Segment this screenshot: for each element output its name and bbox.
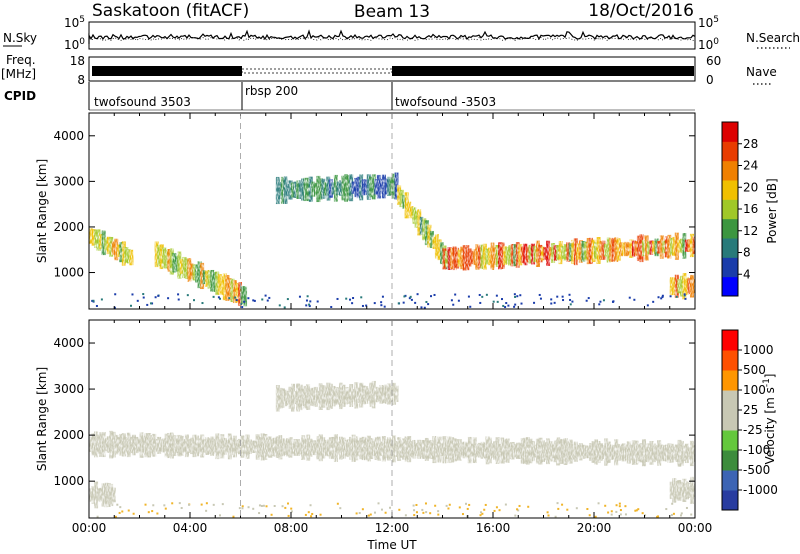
nave-tick-bottom: 0 [706,73,714,87]
freq-band-2 [241,68,393,74]
colorbar-swatch [722,257,738,278]
colorbar-tick-label: 16 [743,202,758,216]
y-tick-label: 4000 [53,129,84,143]
power-colorbar: Power [dB] 4 8 12 16 20 24 28 [721,121,779,297]
sky-tick-bottom-left: 100 [64,37,85,52]
colorbar-swatch [722,160,738,181]
y-tick-label: 2000 [53,428,84,442]
colorbar-swatch [722,238,738,258]
search-right-label: N.Search [746,31,800,45]
x-tick-label: 00:00 [678,521,713,535]
x-tick-label: 12:00 [375,521,410,535]
nave-label: Nave [746,65,777,79]
freq-tick-bottom: 8 [77,73,85,87]
colorbar-swatch [722,370,738,391]
y-tick-label: 3000 [53,174,84,188]
y-tick-label: 1000 [53,474,84,488]
x-tick-label: 00:00 [72,521,107,535]
time-axis: 00:00 04:00 08:00 12:00 16:00 20:00 00:00 [72,521,713,535]
velocity-colorbar: Velocity [m s-1] 1000 500 100 25 -25 -100 -500… [721,329,778,511]
cpid-segment-3: twofsound -3503 [395,95,496,109]
y-tick-label: 3000 [53,382,84,396]
colorbar-swatch [722,141,738,162]
colorbar-swatch [722,470,738,491]
colorbar-tick-label: 25 [743,403,758,417]
sky-tick-top-left: 105 [64,15,85,30]
x-tick-label: 08:00 [274,521,309,535]
colorbar-tick-label: 20 [743,180,758,194]
colorbar-swatch [722,390,738,411]
freq-band-3 [392,66,694,76]
colorbar-swatch [722,450,738,471]
freq-panel: Freq. [MHz] 18 8 60 0 Nave [1,53,777,87]
colorbar-swatch [722,430,738,451]
freq-tick-top: 18 [70,54,85,68]
freq-label-1: Freq. [6,53,36,67]
power-panel: 1000 2000 3000 4000 Slant Range [km] [35,112,696,310]
velocity-axes: 1000 2000 3000 4000 [53,320,696,518]
beam-title: Beam 13 [354,2,430,22]
colorbar-swatch [722,490,738,511]
colorbar-swatch [722,122,738,142]
sky-tick-bottom-right: 100 [698,37,719,52]
search-noise-trace [88,36,696,42]
power-axes: 1000 2000 3000 4000 [53,113,696,309]
colorbar-tick-label: 1000 [743,343,774,357]
velocity-panel: 1000 2000 3000 4000 Slant Range [km] [35,319,696,519]
colorbar-tick-label: 28 [743,137,758,151]
colorbar-tick-label: 24 [743,159,758,173]
colorbar-tick-label: -1000 [743,483,778,497]
cpid-segment-1: twofsound 3503 [94,95,191,109]
power-ylabel: Slant Range [km] [35,159,49,263]
cpid-segment-2: rbsp 200 [245,84,298,98]
y-tick-label: 2000 [53,220,84,234]
cpid-row: CPID twofsound 3503 rbsp 200 twofsound -… [4,82,695,111]
colorbar-swatch [722,330,738,351]
colorbar-swatch [722,218,738,239]
colorbar-swatch [722,276,738,297]
velocity-ylabel: Slant Range [km] [35,367,49,471]
sky-noise-trace [88,29,696,44]
colorbar-tick-label: 4 [743,267,751,281]
power-heatmap [89,172,695,309]
sky-noise-panel: N.Sky 105 100 105 100 N.Search [3,15,800,52]
colorbar-tick-label: 12 [743,224,758,238]
sky-left-label: N.Sky [3,31,37,45]
station-title: Saskatoon (fitACF) [92,1,249,21]
colorbar-swatch [722,199,738,220]
x-tick-label: 16:00 [476,521,511,535]
x-tick-label: 04:00 [173,521,208,535]
colorbar-tick-label: 100 [743,383,766,397]
velocity-heatmap [89,380,695,518]
colorbar-tick-label: 500 [743,363,766,377]
nave-tick-top: 60 [706,54,721,68]
y-tick-label: 4000 [53,336,84,350]
colorbar-tick-label: -500 [743,463,770,477]
colorbar-swatch [722,180,738,200]
power-colorbar-label: Power [dB] [765,178,779,243]
colorbar-swatch [722,410,738,431]
sky-tick-top-right: 105 [698,15,719,30]
velocity-colorbar-label: Velocity [m s-1] [762,374,777,465]
colorbar-swatch [722,350,738,371]
cpid-label: CPID [4,89,36,103]
x-tick-label: 20:00 [577,521,612,535]
freq-band-1 [92,66,242,76]
x-axis-label: Time UT [366,538,417,552]
colorbar-tick-label: -100 [743,443,770,457]
colorbar-tick-label: -25 [743,423,763,437]
date-title: 18/Oct/2016 [588,1,694,21]
y-tick-label: 1000 [53,266,84,280]
freq-label-2: [MHz] [1,67,36,81]
colorbar-tick-label: 8 [743,246,751,260]
